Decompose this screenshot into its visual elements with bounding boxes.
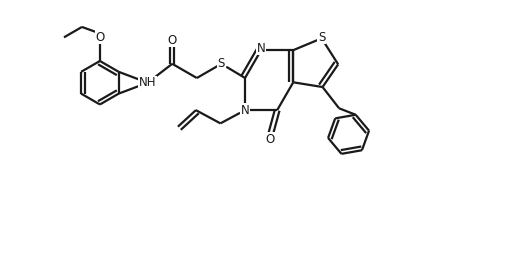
Text: N: N [257,42,266,55]
Text: O: O [168,34,177,47]
Text: S: S [218,57,225,70]
Text: O: O [95,31,105,44]
Text: NH: NH [139,76,156,89]
Text: O: O [266,133,275,146]
Text: S: S [318,31,325,44]
Text: N: N [241,104,249,117]
